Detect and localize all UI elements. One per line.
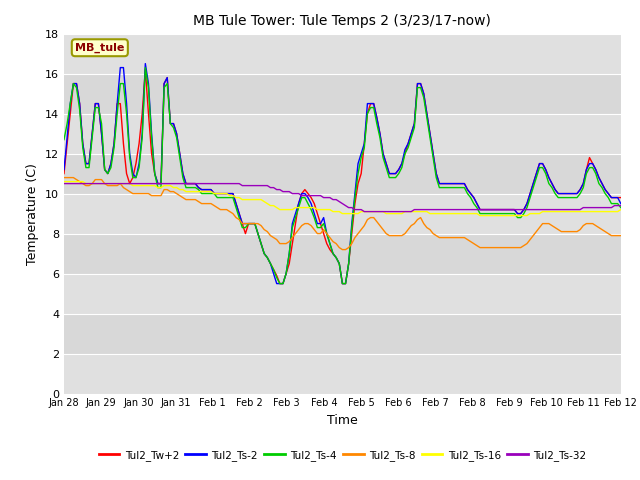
Bar: [64, 234, 621, 274]
Bar: [64, 34, 621, 73]
Bar: [64, 154, 621, 193]
Y-axis label: Temperature (C): Temperature (C): [26, 163, 40, 264]
Title: MB Tule Tower: Tule Temps 2 (3/23/17-now): MB Tule Tower: Tule Temps 2 (3/23/17-now…: [193, 14, 492, 28]
Bar: [64, 193, 621, 234]
X-axis label: Time: Time: [327, 414, 358, 427]
Bar: [64, 313, 621, 354]
Bar: [64, 114, 621, 154]
Text: MB_tule: MB_tule: [75, 43, 125, 53]
Legend: Tul2_Tw+2, Tul2_Ts-2, Tul2_Ts-4, Tul2_Ts-8, Tul2_Ts-16, Tul2_Ts-32: Tul2_Tw+2, Tul2_Ts-2, Tul2_Ts-4, Tul2_Ts…: [95, 445, 590, 465]
Bar: [64, 354, 621, 394]
Bar: [64, 274, 621, 313]
Bar: [64, 73, 621, 114]
